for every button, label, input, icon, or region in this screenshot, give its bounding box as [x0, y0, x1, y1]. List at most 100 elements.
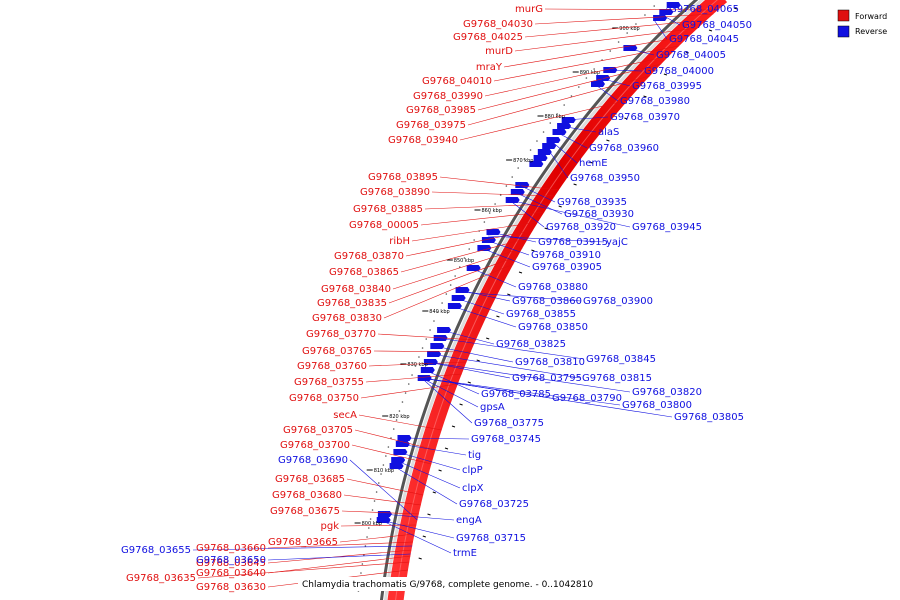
- reverse-feature-arrow: [515, 182, 530, 188]
- backbone-dot: [395, 419, 398, 421]
- minor-tick-mark: [451, 425, 456, 428]
- forward-gene-label-leader: [360, 383, 458, 399]
- minor-tick-mark: [476, 359, 480, 362]
- reverse-feature-arrow: [653, 15, 668, 21]
- reverse-gene-label: G9768_03915: [538, 237, 608, 248]
- backbone-dot: [385, 455, 387, 457]
- reverse-feature-arrow: [420, 367, 435, 373]
- reverse-gene-label: G9768_03810: [515, 357, 585, 368]
- reverse-feature-arrow: [417, 375, 432, 381]
- backbone-dot: [454, 275, 456, 277]
- forward-gene-label-leader: [358, 414, 442, 431]
- backbone-dot: [369, 518, 372, 520]
- reverse-gene-label-leader: [565, 116, 609, 121]
- forward-gene-label: G9768_03760: [297, 361, 367, 372]
- backbone-dot: [593, 68, 595, 70]
- backbone-dot: [380, 473, 382, 475]
- reverse-feature-arrow: [659, 9, 674, 15]
- forward-gene-label: G9768_03660: [196, 543, 266, 554]
- minor-tick-mark: [422, 535, 426, 538]
- minor-tick-mark: [573, 183, 577, 186]
- reverse-gene-label: hemE: [579, 158, 608, 169]
- reverse-feature-arrow: [510, 189, 525, 195]
- reverse-feature-arrow: [393, 449, 408, 455]
- reverse-gene-label-leader: [427, 361, 631, 393]
- legend-reverse-label: Reverse: [855, 27, 887, 36]
- reverse-gene-label-leader: [393, 465, 458, 505]
- minor-tick-mark: [486, 337, 490, 340]
- backbone-dot: [523, 158, 526, 160]
- label-leader-lines: [192, 7, 718, 588]
- reverse-gene-label-leader: [555, 131, 588, 149]
- reverse-gene-label: G9768_03845: [586, 354, 656, 365]
- backbone-dot: [458, 266, 461, 268]
- reverse-gene-label: G9768_03880: [518, 282, 588, 293]
- backbone-dot: [511, 176, 513, 178]
- backbone-dot: [371, 509, 374, 511]
- backbone-dot: [529, 149, 532, 151]
- backbone-dot: [360, 572, 362, 574]
- backbone-dot: [585, 77, 588, 79]
- forward-gene-label: G9768_03680: [272, 490, 342, 501]
- forward-gene-label: G9768_03675: [270, 506, 340, 517]
- forward-gene-label: G9768_03940: [388, 135, 458, 146]
- tick-label: 840 kbp: [429, 309, 449, 315]
- reverse-gene-label: G9768_04045: [669, 34, 739, 45]
- minor-tick-mark: [544, 227, 548, 230]
- forward-gene-label-leader: [534, 13, 714, 25]
- reverse-gene-label-leader: [545, 145, 569, 179]
- minor-tick-mark: [558, 205, 562, 208]
- reverse-feature-arrow: [546, 137, 561, 143]
- reverse-gene-label: alaS: [598, 127, 619, 138]
- reverse-gene-label: G9768_03800: [622, 400, 692, 411]
- reverse-gene-label-leader: [481, 247, 531, 268]
- reverse-gene-label: G9768_03795: [512, 373, 582, 384]
- reverse-gene-label: G9768_03775: [474, 418, 544, 429]
- reverse-gene-label-left: G9768_03655: [121, 545, 191, 556]
- forward-gene-label: G9768_03645: [196, 558, 266, 569]
- forward-gene-label: mraY: [476, 62, 503, 73]
- forward-gene-label-leader: [477, 63, 662, 111]
- reverse-gene-label: G9768_03715: [456, 533, 526, 544]
- minor-tick-mark: [589, 161, 593, 164]
- reverse-gene-label-leader: [660, 13, 681, 26]
- backbone-dot: [542, 131, 545, 133]
- reverse-feature-arrow: [537, 149, 552, 155]
- reverse-gene-label: G9768_03745: [471, 434, 541, 445]
- backbone-dot: [517, 167, 519, 169]
- reverse-gene-label: engA: [456, 515, 482, 526]
- tick-label: 830 kbp: [407, 362, 427, 368]
- reverse-gene-label-leader: [459, 289, 511, 302]
- tick-label: 810 kbp: [374, 468, 394, 474]
- reverse-gene-label-leader: [421, 377, 673, 418]
- forward-gene-label-leader: [346, 478, 424, 496]
- forward-gene-label: G9768_04030: [463, 19, 533, 30]
- forward-gene-label-leader: [197, 561, 410, 579]
- backbone-dot: [398, 410, 401, 412]
- backbone-dot: [449, 284, 452, 286]
- reverse-gene-label: G9768_03935: [557, 197, 627, 208]
- reverse-gene-label-leader: [455, 297, 505, 315]
- reverse-feature-arrow: [391, 457, 406, 463]
- reverse-gene-label: G9768_03785: [481, 389, 551, 400]
- backbone-dot: [392, 428, 395, 430]
- legend: Forward Reverse: [837, 9, 887, 38]
- forward-gene-label: G9768_04025: [453, 32, 523, 43]
- backbone-dot: [366, 536, 368, 538]
- minor-tick-mark: [432, 491, 436, 494]
- forward-gene-label-leader: [439, 176, 559, 191]
- reverse-gene-label-leader: [599, 77, 631, 87]
- minor-tick-mark: [507, 293, 511, 296]
- forward-gene-label: G9768_03835: [317, 298, 387, 309]
- forward-gene-label-leader: [365, 373, 462, 383]
- forward-gene-label: G9768_03840: [321, 284, 391, 295]
- reverse-feature-arrow: [557, 123, 572, 129]
- backbone-dot: [609, 50, 612, 52]
- reverse-gene-label-left-leader: [349, 459, 418, 521]
- reverse-gene-label: trmE: [453, 548, 477, 559]
- tick-label: 870 kbp: [513, 158, 533, 164]
- reverse-gene-label: G9768_03950: [570, 173, 640, 184]
- backbone-dot: [368, 527, 370, 529]
- reverse-gene-label: G9768_04005: [656, 50, 726, 61]
